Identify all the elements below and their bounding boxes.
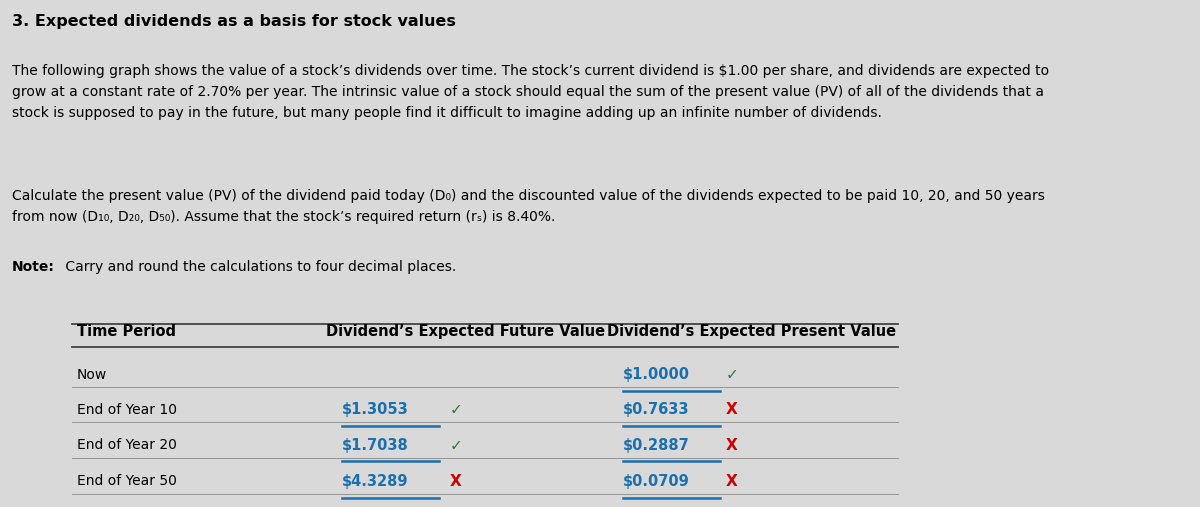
Text: X: X bbox=[726, 474, 737, 489]
Text: ✓: ✓ bbox=[726, 367, 738, 382]
Text: Carry and round the calculations to four decimal places.: Carry and round the calculations to four… bbox=[61, 260, 456, 274]
Text: X: X bbox=[726, 438, 737, 453]
Text: $4.3289: $4.3289 bbox=[342, 474, 408, 489]
Text: Note:: Note: bbox=[12, 260, 55, 274]
Text: $0.2887: $0.2887 bbox=[623, 438, 690, 453]
Text: The following graph shows the value of a stock’s dividends over time. The stock’: The following graph shows the value of a… bbox=[12, 64, 1049, 120]
Text: X: X bbox=[726, 403, 737, 417]
Text: Dividend’s Expected Present Value: Dividend’s Expected Present Value bbox=[607, 324, 895, 339]
Text: 3. Expected dividends as a basis for stock values: 3. Expected dividends as a basis for sto… bbox=[12, 14, 456, 29]
Text: Calculate the present value (PV) of the dividend paid today (D₀) and the discoun: Calculate the present value (PV) of the … bbox=[12, 189, 1045, 224]
Text: $1.7038: $1.7038 bbox=[342, 438, 408, 453]
Text: $0.0709: $0.0709 bbox=[623, 474, 690, 489]
Text: ✓: ✓ bbox=[450, 403, 463, 417]
Text: X: X bbox=[450, 474, 462, 489]
Text: ✓: ✓ bbox=[450, 438, 463, 453]
Text: End of Year 20: End of Year 20 bbox=[77, 438, 176, 452]
Text: Now: Now bbox=[77, 368, 107, 381]
Text: $0.7633: $0.7633 bbox=[623, 403, 689, 417]
Text: End of Year 50: End of Year 50 bbox=[77, 475, 176, 488]
Text: $1.3053: $1.3053 bbox=[342, 403, 408, 417]
Text: Time Period: Time Period bbox=[77, 324, 176, 339]
Text: End of Year 10: End of Year 10 bbox=[77, 403, 178, 417]
Text: $1.0000: $1.0000 bbox=[623, 367, 690, 382]
Text: Dividend’s Expected Future Value: Dividend’s Expected Future Value bbox=[325, 324, 605, 339]
